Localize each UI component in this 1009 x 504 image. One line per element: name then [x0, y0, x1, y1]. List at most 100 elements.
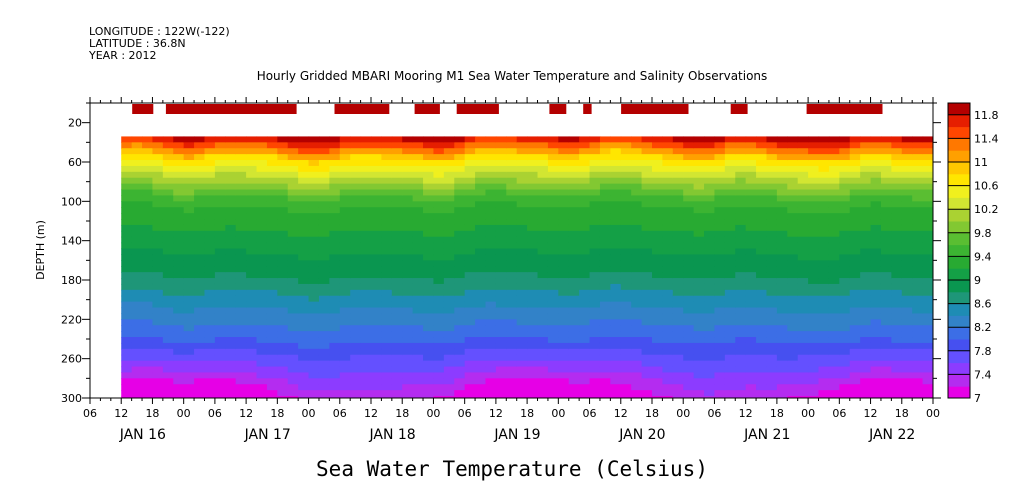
heatmap-cell [860, 266, 872, 273]
heatmap-cell [443, 177, 455, 185]
heatmap-cell [756, 313, 768, 320]
heatmap-cell [891, 272, 903, 279]
heatmap-cell [350, 260, 362, 267]
heatmap-cell [391, 289, 403, 297]
heatmap-cell [371, 213, 383, 220]
heatmap-cell [735, 189, 747, 197]
heatmap-cell [860, 201, 872, 208]
heatmap-cell [683, 207, 695, 214]
heatmap-cell [745, 337, 757, 344]
heatmap-cell [287, 354, 299, 362]
heatmap-cell [547, 160, 559, 167]
heatmap-cell [173, 142, 185, 149]
heatmap-cell [724, 266, 736, 273]
heatmap-cell [818, 148, 830, 155]
heatmap-cell [735, 154, 747, 161]
heatmap-cell [339, 337, 351, 344]
heatmap-cell [745, 242, 757, 250]
heatmap-cell [298, 148, 310, 155]
heatmap-cell [735, 360, 747, 368]
heatmap-cell [194, 142, 206, 149]
heatmap-cell [776, 236, 788, 244]
heatmap-cell [714, 283, 726, 291]
heatmap-cell [495, 278, 507, 285]
heatmap-cell [558, 278, 570, 285]
heatmap-cell [766, 272, 778, 279]
heatmap-cell [537, 278, 549, 285]
heatmap-cell [475, 384, 487, 391]
heatmap-cell [870, 142, 882, 149]
heatmap-cell [350, 319, 362, 326]
heatmap-cell [568, 331, 580, 338]
heatmap-cell [672, 219, 684, 226]
heatmap-cell [433, 366, 445, 374]
heatmap-cell [547, 342, 559, 350]
heatmap-cell [516, 136, 528, 143]
heatmap-cell [683, 272, 695, 279]
heatmap-cell [246, 165, 258, 173]
heatmap-cell [246, 378, 258, 385]
heatmap-cell [371, 354, 383, 362]
heatmap-cell [194, 283, 206, 291]
heatmap-cell [735, 366, 747, 374]
heatmap-cell [495, 260, 507, 267]
heatmap-cell [204, 136, 216, 143]
heatmap-cell [433, 201, 445, 208]
heatmap-cell [214, 342, 226, 350]
heatmap-cell [506, 301, 518, 309]
heatmap-cell [277, 319, 289, 326]
heatmap-cell [298, 390, 310, 397]
heatmap-cell [371, 254, 383, 261]
heatmap-cell [277, 266, 289, 273]
heatmap-cell [391, 278, 403, 285]
heatmap-cell [464, 307, 476, 315]
heatmap-cell [256, 301, 268, 309]
heatmap-cell [516, 301, 528, 309]
heatmap-cell [808, 342, 820, 350]
heatmap-cell [818, 165, 830, 173]
heatmap-cell [662, 354, 674, 362]
colorbar-label: 11.8 [974, 109, 999, 122]
heatmap-cell [776, 278, 788, 285]
heatmap-cell [901, 248, 913, 256]
heatmap-cell [714, 160, 726, 167]
heatmap-cell [173, 165, 185, 173]
heatmap-cell [412, 160, 424, 167]
heatmap-cell [714, 260, 726, 267]
heatmap-cell [423, 396, 435, 398]
heatmap-cell [901, 260, 913, 267]
heatmap-cell [121, 195, 133, 202]
heatmap-cell [152, 283, 164, 291]
heatmap-cell [839, 272, 851, 279]
heatmap-cell [142, 348, 154, 356]
heatmap-cell [610, 272, 622, 279]
heatmap-cell [787, 142, 799, 149]
heatmap-cell [849, 154, 861, 161]
heatmap-cell [818, 360, 830, 368]
heatmap-cell [162, 295, 174, 303]
heatmap-cell [225, 337, 237, 344]
heatmap-cell [547, 384, 559, 391]
heatmap-cell [735, 278, 747, 285]
heatmap-cell [870, 195, 882, 202]
heatmap-cell [277, 160, 289, 167]
heatmap-cell [880, 337, 892, 344]
colorbar-label: 9.4 [974, 250, 992, 263]
heatmap-cell [162, 260, 174, 267]
heatmap-cell [412, 396, 424, 398]
heatmap-cell [142, 219, 154, 226]
heatmap-cell [433, 319, 445, 326]
heatmap-cell [662, 337, 674, 344]
heatmap-cell [527, 213, 539, 220]
heatmap-cell [329, 201, 341, 208]
colorbar-swatch [948, 374, 970, 387]
heatmap-cell [714, 189, 726, 197]
heatmap-cell [339, 154, 351, 161]
heatmap-cell [371, 142, 383, 149]
heatmap-cell [214, 230, 226, 238]
heatmap-cell [641, 331, 653, 338]
heatmap-cell [912, 337, 924, 344]
heatmap-cell [787, 236, 799, 244]
heatmap-cell [912, 230, 924, 238]
heatmap-cell [402, 325, 414, 332]
